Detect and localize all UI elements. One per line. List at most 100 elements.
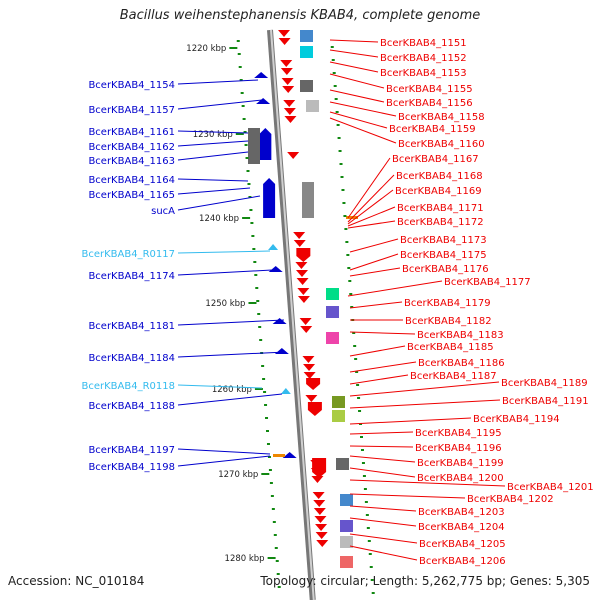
red-gene-arrow <box>295 262 308 269</box>
blue-gene-arrow <box>274 348 289 354</box>
right-gene-label: BcerKBAB4_1153 <box>380 68 467 79</box>
right-leader-line <box>349 417 472 425</box>
grid-dot-left <box>266 430 269 432</box>
right-gene-label: BcerKBAB4_1168 <box>396 171 483 182</box>
grid-dot-right <box>362 475 366 477</box>
grid-dot-right <box>345 241 349 243</box>
grid-dot-left <box>270 495 274 497</box>
grid-dot-right <box>348 280 352 282</box>
right-gene-label: BcerKBAB4_1177 <box>444 277 531 288</box>
class-block <box>340 520 353 532</box>
grid-dot-right <box>340 176 344 178</box>
grid-dot-right <box>366 527 370 529</box>
orange-gene <box>273 454 285 457</box>
grid-dot-right <box>365 514 369 516</box>
right-gene-label: BcerKBAB4_1169 <box>395 186 482 197</box>
class-block <box>326 288 339 300</box>
red-gene-large <box>307 402 322 416</box>
right-leader-line <box>329 117 397 144</box>
backbone-highlight <box>270 29 315 600</box>
class-block <box>302 182 314 218</box>
right-leader-line <box>349 445 414 448</box>
grid-dot-right <box>333 85 337 87</box>
accession-text: Accession: NC_010184 <box>8 574 145 588</box>
red-gene-arrow <box>296 270 308 277</box>
right-leader-line <box>349 467 416 478</box>
grid-dot-right <box>331 59 335 61</box>
grid-dot-right <box>350 306 354 308</box>
right-leader-line <box>329 61 379 73</box>
grid-dot-left <box>257 313 261 315</box>
right-gene-label: BcerKBAB4_1191 <box>502 396 589 407</box>
grid-dot-right <box>341 189 345 191</box>
left-leader-line <box>177 187 251 195</box>
grid-dot-right <box>370 579 374 581</box>
grid-dot-left <box>239 79 243 81</box>
right-leader-line <box>349 253 399 271</box>
tick-label: 1270 kbp <box>218 470 258 480</box>
right-leader-line <box>347 280 443 297</box>
right-gene-label: BcerKBAB4_1194 <box>473 414 560 425</box>
red-gene-arrow <box>283 100 296 107</box>
class-block <box>248 128 260 164</box>
right-gene-label: BcerKBAB4_1201 <box>507 482 594 493</box>
left-gene-label: BcerKBAB4_1164 <box>88 175 175 186</box>
class-block <box>340 494 353 506</box>
class-block <box>306 100 319 112</box>
right-gene-label: BcerKBAB4_1155 <box>386 84 473 95</box>
right-leader-line <box>349 374 409 385</box>
right-gene-label: BcerKBAB4_1195 <box>415 428 502 439</box>
grid-dot-left <box>262 378 266 380</box>
right-gene-label: BcerKBAB4_1187 <box>410 371 497 382</box>
red-gene-arrow <box>312 492 325 499</box>
grid-dot-right <box>334 98 338 100</box>
red-gene-large <box>312 458 327 478</box>
red-gene-arrow <box>281 78 294 85</box>
right-gene-label: BcerKBAB4_1199 <box>417 458 504 469</box>
grid-dot-right <box>360 449 364 451</box>
class-block <box>340 556 353 568</box>
grid-dot-left <box>259 339 263 341</box>
red-gene-large <box>306 378 321 390</box>
right-leader-line <box>349 493 466 499</box>
left-leader-line <box>177 250 271 254</box>
red-gene-arrow <box>315 524 328 531</box>
right-leader-line <box>349 545 418 561</box>
grid-dot-left <box>276 573 280 575</box>
right-gene-label: BcerKBAB4_1175 <box>400 250 487 261</box>
red-gene-arrow <box>302 356 315 363</box>
left-gene-label: BcerKBAB4_1157 <box>88 105 175 116</box>
class-block <box>340 536 353 548</box>
left-gene-label: sucA <box>151 206 175 217</box>
grid-dot-left <box>273 534 277 536</box>
right-gene-label: BcerKBAB4_1196 <box>415 443 502 454</box>
grid-dot-right <box>363 488 367 490</box>
red-gene-arrow <box>303 364 316 371</box>
right-leader-line <box>349 517 417 527</box>
grid-dot-left <box>261 365 265 367</box>
grid-dot-right <box>368 553 372 555</box>
right-leader-line <box>349 345 406 357</box>
red-gene-arrow <box>300 326 313 333</box>
left-leader-line <box>177 319 285 326</box>
right-gene-label: BcerKBAB4_1167 <box>392 154 479 165</box>
scale-ticks: 1220 kbp 1230 kbp 1240 kbp 1250 kbp 1260 kbp… <box>186 40 375 594</box>
grid-dot-left <box>271 508 275 510</box>
left-gene-label: BcerKBAB4_1165 <box>88 190 175 201</box>
class-block <box>300 46 313 58</box>
grid-dot-left <box>272 521 276 523</box>
grid-dot-left <box>269 482 273 484</box>
right-gene-label: BcerKBAB4_1203 <box>418 507 505 518</box>
blue-gene-block <box>259 128 272 160</box>
left-leader-line <box>177 448 271 455</box>
grid-dot-left <box>268 469 272 471</box>
right-gene-label: BcerKBAB4_1186 <box>418 358 505 369</box>
right-gene-label: BcerKBAB4_1173 <box>400 235 487 246</box>
grid-dot-right <box>343 215 347 217</box>
right-leader-line <box>349 399 501 409</box>
grid-dot-right <box>360 436 363 438</box>
right-leader-line <box>329 89 385 103</box>
red-gene-arrow <box>313 508 326 515</box>
red-gene-arrow <box>287 152 300 159</box>
left-gene-label: BcerKBAB4_1174 <box>88 271 175 282</box>
